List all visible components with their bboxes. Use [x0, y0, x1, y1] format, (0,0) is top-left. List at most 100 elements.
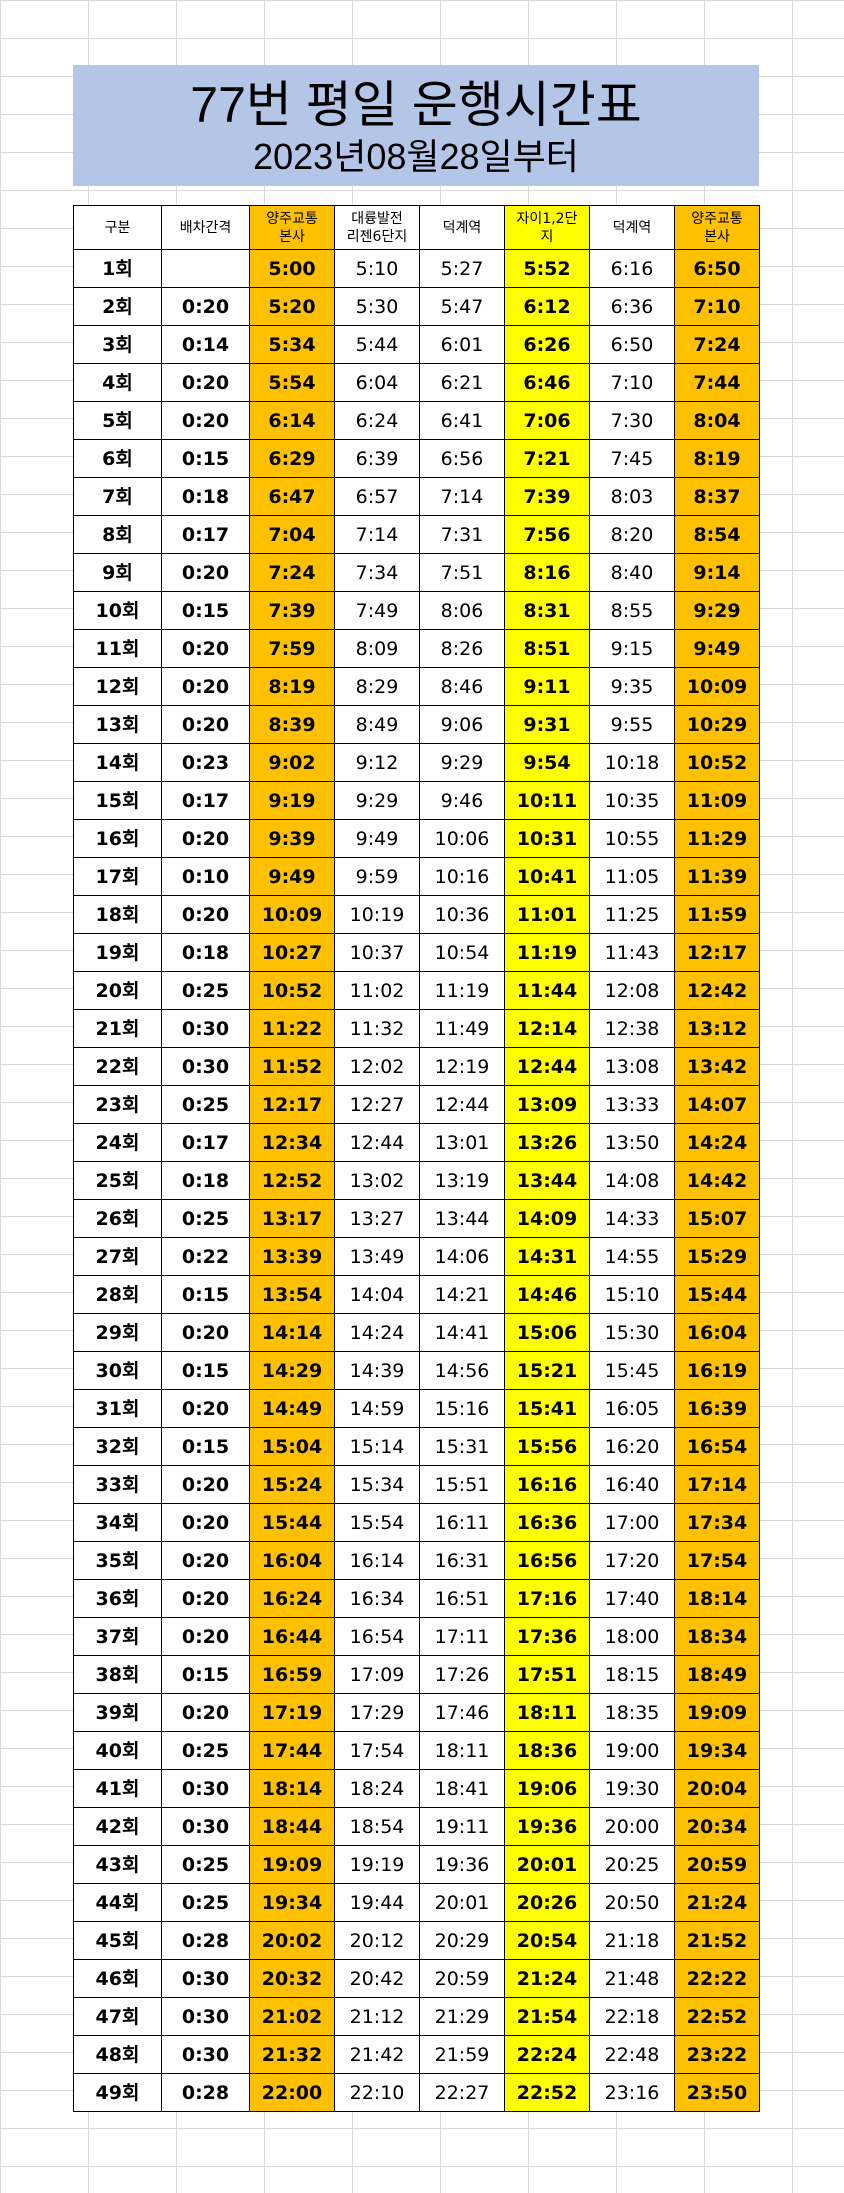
cell-deokgye-in-time: 16:40 — [589, 1465, 675, 1504]
cell-deokgye-out-time: 7:14 — [419, 477, 505, 516]
cell-daeryung-time: 6:04 — [334, 363, 420, 402]
cell-run-label: 34회 — [73, 1503, 162, 1542]
cell-deokgye-out-time: 6:21 — [419, 363, 505, 402]
cell-run-label: 14회 — [73, 743, 162, 782]
cell-run-label: 24회 — [73, 1123, 162, 1162]
cell-interval: 0:15 — [161, 1655, 250, 1694]
page-subtitle: 2023년08월28일부터 — [253, 136, 579, 177]
cell-depot-end-time: 23:50 — [674, 2073, 760, 2112]
cell-deokgye-out-time: 8:26 — [419, 629, 505, 668]
cell-deokgye-in-time: 20:50 — [589, 1883, 675, 1922]
cell-deokgye-in-time: 7:45 — [589, 439, 675, 478]
cell-depot-end-time: 10:29 — [674, 705, 760, 744]
cell-run-label: 42회 — [73, 1807, 162, 1846]
cell-interval: 0:25 — [161, 1845, 250, 1884]
cell-depot-start-time: 21:02 — [249, 1997, 335, 2036]
cell-daeryung-time: 21:42 — [334, 2035, 420, 2074]
cell-interval: 0:20 — [161, 667, 250, 706]
cell-depot-start-time: 17:44 — [249, 1731, 335, 1770]
cell-deokgye-in-time: 15:10 — [589, 1275, 675, 1314]
cell-daeryung-time: 22:10 — [334, 2073, 420, 2112]
cell-depot-end-time: 13:12 — [674, 1009, 760, 1048]
cell-xi-time: 5:52 — [504, 249, 590, 288]
table-row: 12회 0:20 8:19 8:29 8:46 9:11 9:35 10:09 — [73, 667, 760, 706]
cell-depot-start-time: 14:29 — [249, 1351, 335, 1390]
page-title: 77번 평일 운행시간표 — [190, 77, 642, 133]
cell-deokgye-out-time: 17:26 — [419, 1655, 505, 1694]
cell-interval: 0:20 — [161, 1313, 250, 1352]
cell-depot-start-time: 9:49 — [249, 857, 335, 896]
cell-daeryung-time: 8:29 — [334, 667, 420, 706]
cell-deokgye-out-time: 18:11 — [419, 1731, 505, 1770]
cell-interval: 0:15 — [161, 1275, 250, 1314]
cell-deokgye-in-time: 8:20 — [589, 515, 675, 554]
cell-deokgye-in-time: 11:43 — [589, 933, 675, 972]
cell-depot-start-time: 13:17 — [249, 1199, 335, 1238]
cell-depot-end-time: 10:52 — [674, 743, 760, 782]
cell-depot-start-time: 9:39 — [249, 819, 335, 858]
cell-depot-end-time: 17:14 — [674, 1465, 760, 1504]
cell-run-label: 12회 — [73, 667, 162, 706]
cell-run-label: 38회 — [73, 1655, 162, 1694]
header-cell-depot-end: 양주교통 본사 — [674, 205, 760, 250]
cell-deokgye-out-time: 16:11 — [419, 1503, 505, 1542]
cell-run-label: 13회 — [73, 705, 162, 744]
header-cell-run: 구분 — [73, 205, 162, 250]
cell-deokgye-out-time: 8:46 — [419, 667, 505, 706]
cell-deokgye-out-time: 9:46 — [419, 781, 505, 820]
cell-run-label: 10회 — [73, 591, 162, 630]
cell-run-label: 44회 — [73, 1883, 162, 1922]
cell-xi-time: 6:26 — [504, 325, 590, 364]
cell-deokgye-in-time: 6:50 — [589, 325, 675, 364]
cell-daeryung-time: 13:49 — [334, 1237, 420, 1276]
cell-deokgye-out-time: 17:11 — [419, 1617, 505, 1656]
cell-depot-end-time: 22:22 — [674, 1959, 760, 1998]
cell-deokgye-out-time: 18:41 — [419, 1769, 505, 1808]
cell-xi-time: 20:01 — [504, 1845, 590, 1884]
cell-run-label: 4회 — [73, 363, 162, 402]
cell-xi-time: 8:16 — [504, 553, 590, 592]
cell-xi-time: 9:31 — [504, 705, 590, 744]
table-row: 48회 0:30 21:32 21:42 21:59 22:24 22:48 23:22 — [73, 2035, 760, 2074]
cell-interval: 0:20 — [161, 1465, 250, 1504]
cell-xi-time: 13:09 — [504, 1085, 590, 1124]
cell-depot-end-time: 11:09 — [674, 781, 760, 820]
cell-depot-start-time: 14:14 — [249, 1313, 335, 1352]
cell-interval: 0:25 — [161, 1085, 250, 1124]
cell-xi-time: 19:06 — [504, 1769, 590, 1808]
cell-depot-start-time: 16:59 — [249, 1655, 335, 1694]
table-row: 28회 0:15 13:54 14:04 14:21 14:46 15:10 15:44 — [73, 1275, 760, 1314]
cell-deokgye-out-time: 14:06 — [419, 1237, 505, 1276]
cell-depot-start-time: 12:52 — [249, 1161, 335, 1200]
cell-daeryung-time: 8:49 — [334, 705, 420, 744]
cell-deokgye-in-time: 18:00 — [589, 1617, 675, 1656]
cell-daeryung-time: 14:24 — [334, 1313, 420, 1352]
cell-run-label: 1회 — [73, 249, 162, 288]
cell-interval: 0:22 — [161, 1237, 250, 1276]
cell-daeryung-time: 13:27 — [334, 1199, 420, 1238]
cell-deokgye-in-time: 16:20 — [589, 1427, 675, 1466]
cell-deokgye-in-time: 8:40 — [589, 553, 675, 592]
cell-interval: 0:18 — [161, 477, 250, 516]
table-row: 44회 0:25 19:34 19:44 20:01 20:26 20:50 21:24 — [73, 1883, 760, 1922]
cell-interval: 0:23 — [161, 743, 250, 782]
table-row: 22회 0:30 11:52 12:02 12:19 12:44 13:08 13:42 — [73, 1047, 760, 1086]
cell-xi-time: 14:09 — [504, 1199, 590, 1238]
cell-daeryung-time: 10:37 — [334, 933, 420, 972]
cell-deokgye-out-time: 14:21 — [419, 1275, 505, 1314]
cell-depot-end-time: 19:09 — [674, 1693, 760, 1732]
cell-interval: 0:20 — [161, 629, 250, 668]
cell-depot-end-time: 23:22 — [674, 2035, 760, 2074]
cell-depot-end-time: 9:14 — [674, 553, 760, 592]
cell-depot-start-time: 8:19 — [249, 667, 335, 706]
cell-depot-end-time: 10:09 — [674, 667, 760, 706]
cell-xi-time: 12:44 — [504, 1047, 590, 1086]
cell-depot-start-time: 9:19 — [249, 781, 335, 820]
cell-deokgye-in-time: 17:40 — [589, 1579, 675, 1618]
cell-depot-end-time: 16:54 — [674, 1427, 760, 1466]
table-row: 3회 0:14 5:34 5:44 6:01 6:26 6:50 7:24 — [73, 325, 760, 364]
cell-interval: 0:25 — [161, 1199, 250, 1238]
cell-run-label: 21회 — [73, 1009, 162, 1048]
cell-daeryung-time: 21:12 — [334, 1997, 420, 2036]
cell-deokgye-in-time: 22:18 — [589, 1997, 675, 2036]
